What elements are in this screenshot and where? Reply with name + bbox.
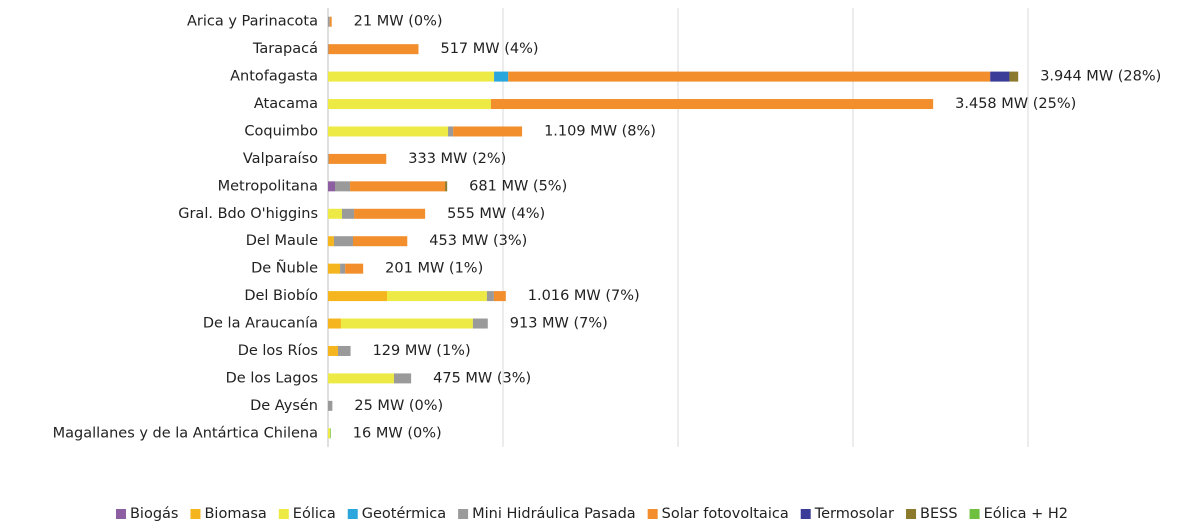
legend-label: BESS	[920, 506, 958, 522]
total-label: 3.458 MW (25%)	[955, 96, 1076, 112]
total-label: 16 MW (0%)	[353, 425, 442, 441]
legend-label: Termosolar	[814, 506, 894, 522]
bar-segment	[508, 71, 991, 82]
legend-label: Mini Hidráulica Pasada	[472, 506, 636, 522]
y-tick-label: Del Biobío	[244, 288, 318, 304]
legend-label: Eólica	[293, 506, 336, 522]
y-tick-label: De los Ríos	[238, 343, 318, 359]
bar-segment	[328, 153, 329, 164]
bar-segment	[328, 263, 341, 274]
legend-swatch	[347, 509, 358, 519]
bar-segment	[453, 126, 523, 137]
legend-swatch	[115, 509, 126, 519]
legend-swatch	[458, 509, 469, 519]
bar-segment	[328, 318, 341, 329]
y-tick-label: Atacama	[254, 96, 318, 112]
y-tick-label: Antofagasta	[230, 69, 318, 85]
bar-segment	[350, 181, 446, 192]
total-label: 681 MW (5%)	[469, 178, 567, 194]
bar-segment	[340, 263, 346, 274]
total-label: 475 MW (3%)	[433, 370, 531, 386]
bar-segment	[342, 208, 355, 219]
y-tick-label: De Ñuble	[251, 260, 318, 277]
legend-label: Solar fotovoltaica	[662, 506, 789, 522]
y-tick-label: Arica y Parinacota	[187, 14, 318, 30]
y-tick-label: Del Maule	[246, 233, 318, 249]
total-label: 25 MW (0%)	[354, 398, 443, 414]
y-tick-label: De la Araucanía	[203, 316, 318, 332]
total-label: 3.944 MW (28%)	[1040, 69, 1161, 85]
bar-segment	[328, 373, 394, 384]
bar-segment	[494, 71, 509, 82]
legend-swatch	[190, 509, 201, 519]
bar-segment	[328, 99, 491, 110]
bar-segment	[1009, 71, 1019, 82]
y-tick-label: Coquimbo	[244, 123, 318, 139]
y-tick-label: De Aysén	[250, 398, 318, 414]
bar-segment	[329, 16, 332, 27]
bar-segment	[354, 208, 426, 219]
legend-label: Biomasa	[204, 506, 266, 522]
total-label: 129 MW (1%)	[373, 343, 471, 359]
total-label: 21 MW (0%)	[354, 14, 443, 30]
total-label: 555 MW (4%)	[447, 206, 545, 222]
bar-segment	[335, 181, 351, 192]
total-label: 333 MW (2%)	[408, 151, 506, 167]
bar-segment	[386, 291, 487, 302]
bar-segment	[393, 373, 412, 384]
legend-swatch	[278, 509, 289, 519]
bar-segment	[337, 345, 351, 356]
bar-segment	[328, 153, 387, 164]
bar-segment	[330, 428, 331, 439]
legend-swatch	[647, 509, 658, 519]
bar-segment	[472, 318, 488, 329]
y-tick-label: De los Lagos	[226, 370, 318, 386]
total-label: 201 MW (1%)	[385, 261, 483, 277]
bar-segment	[490, 99, 934, 110]
bar-segment	[328, 44, 419, 55]
bar-segment	[333, 236, 354, 247]
bar-segment	[328, 181, 335, 192]
bar-segment	[328, 428, 331, 439]
bar-segment	[493, 291, 506, 302]
bar-segment	[328, 44, 329, 55]
y-tick-label: Tarapacá	[252, 41, 318, 57]
bar-segment	[328, 291, 387, 302]
bar-segment	[990, 71, 1010, 82]
total-label: 453 MW (3%)	[429, 233, 527, 249]
bar-segment	[340, 318, 473, 329]
bar-segment	[486, 291, 494, 302]
y-tick-label: Metropolitana	[218, 178, 318, 194]
bar-segment	[328, 71, 495, 82]
bar-segment	[445, 181, 448, 192]
total-label: 517 MW (4%)	[440, 41, 538, 57]
bar-segment	[328, 208, 342, 219]
bar-segment	[345, 263, 364, 274]
total-label: 1.109 MW (8%)	[544, 123, 656, 139]
bar-segment	[328, 126, 449, 137]
bar-segment	[353, 236, 408, 247]
bar-segment	[448, 126, 454, 137]
bar-segment	[328, 345, 338, 356]
bar-segment	[328, 236, 334, 247]
legend-swatch	[969, 509, 980, 519]
bar-segment	[328, 16, 330, 27]
legend-label: Geotérmica	[362, 506, 446, 522]
y-tick-label: Valparaíso	[243, 151, 318, 167]
total-label: 913 MW (7%)	[510, 316, 608, 332]
bar-segment	[328, 400, 333, 411]
y-tick-label: Magallanes y de la Antártica Chilena	[53, 425, 318, 441]
legend-swatch	[800, 509, 811, 519]
y-tick-label: Gral. Bdo O'higgins	[178, 206, 318, 222]
legend-swatch	[906, 509, 917, 519]
legend-label: Eólica + H2	[984, 506, 1068, 522]
total-label: 1.016 MW (7%)	[528, 288, 640, 304]
legend-label: Biogás	[130, 506, 179, 522]
